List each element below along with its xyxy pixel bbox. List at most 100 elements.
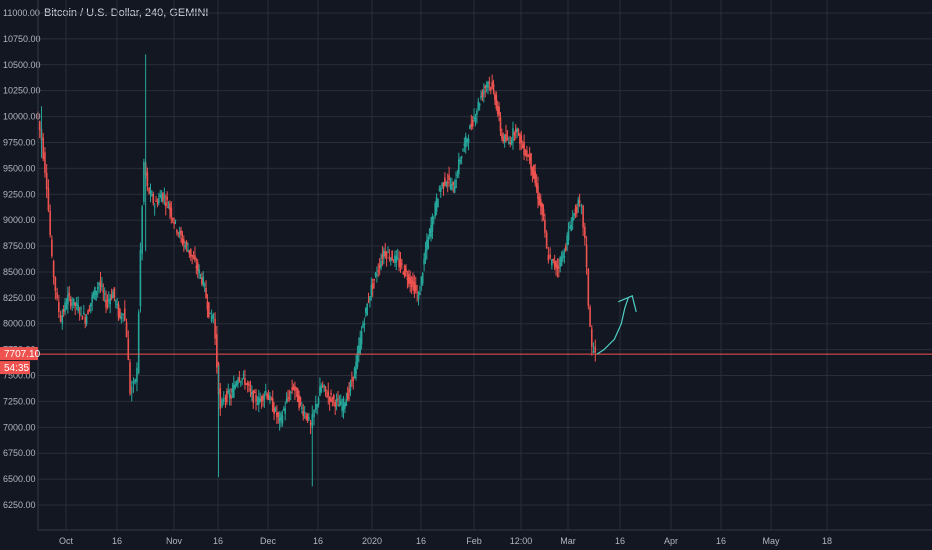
candle-body [323,385,325,387]
candle-body [38,121,41,130]
candle-body [298,394,300,408]
candle-body [88,308,91,311]
y-tick-label: 6750.00 [3,448,36,458]
candle-body [367,301,370,303]
candle-body [49,210,51,236]
candle-body [278,417,281,422]
candle-body [437,198,439,208]
candle-body [569,226,571,229]
candle-body [487,82,489,89]
countdown-tag-bg [0,361,30,375]
candle-body [346,392,349,400]
candle-body [456,174,459,176]
candle-body [96,286,99,290]
y-tick-label: 9500.00 [3,163,36,173]
candle-body [328,397,331,403]
countdown-value: 54:35 [4,363,29,374]
candle-body [406,278,409,280]
candle-body [385,252,388,259]
candle-body [234,384,237,389]
candle-body [420,276,423,286]
candle-body [446,182,449,184]
candle-body [59,314,62,322]
candle-body [506,138,509,140]
candle-body [585,244,588,268]
y-tick-label: 10500.00 [3,60,41,70]
candle-body [169,203,171,211]
candle-body [477,101,480,110]
x-tick-label: Oct [59,536,74,546]
candle-body [287,397,289,399]
candle-body [547,255,550,261]
candle-body [377,270,380,272]
candle-body [401,263,403,265]
candle-body [303,412,306,414]
candle-body [427,237,430,249]
x-tick-label: Feb [466,536,482,546]
candle-body [270,398,273,400]
candle-body [248,384,250,386]
candle-body [151,194,153,196]
candle-body [566,235,568,246]
candle-body [164,202,167,207]
candle-body [283,408,285,410]
candle-body [198,269,200,274]
candle-body [125,322,128,338]
candle-body [176,230,178,233]
candle-body [516,128,518,132]
candle-body [544,219,546,233]
candle-body [505,134,507,141]
candle-body [263,395,266,400]
candle-body [495,94,498,109]
candle-body [260,396,263,402]
candle-body [573,213,575,217]
candle-body [80,308,82,310]
candle-body [152,193,155,204]
candle-body [582,205,584,228]
candle-body [91,295,93,303]
candle-body [83,312,85,314]
candle-body [531,167,534,176]
candle-body [589,306,591,327]
annotation-arrow[interactable] [596,295,637,355]
candle-body [89,302,92,307]
candle-body [235,382,238,386]
candle-body [105,299,107,308]
candle-body [519,133,521,144]
candle-body [496,105,499,114]
candle-body [491,81,493,88]
candle-body [445,182,448,186]
candle-body [206,300,209,310]
time-axis[interactable]: Oct 16 Nov 16 Dec 16 2020 16 Feb 12:00 Mar 16 Apr 16 M… [59,536,832,546]
candle-body [553,260,556,267]
candle-body [65,304,68,309]
candle-body [167,206,170,209]
candle-body [537,185,539,200]
candle-body [512,128,514,141]
candle-body [524,153,527,156]
candle-body [391,251,393,260]
candle-body [517,129,520,131]
candle-body [72,298,75,305]
candle-body [335,398,338,402]
candle-body [141,206,143,254]
candle-body [530,153,532,170]
candle-body [539,199,542,207]
candle-body [317,397,320,405]
candle-body [395,255,398,263]
candle-body [68,292,71,296]
candle-body [584,226,586,239]
candle-body [388,256,391,260]
candle-body [188,250,191,254]
candle-body [494,93,496,101]
candle-body [171,218,174,220]
candle-body [433,218,435,220]
candle-body [116,303,118,306]
candle-body [478,103,481,107]
candle-body [288,397,291,399]
candle-body [64,302,66,311]
candle-body [58,301,60,312]
candle-body [274,408,277,411]
price-axis[interactable]: 11000.00 10750.00 10500.00 10250.00 10000.00… [3,0,932,531]
